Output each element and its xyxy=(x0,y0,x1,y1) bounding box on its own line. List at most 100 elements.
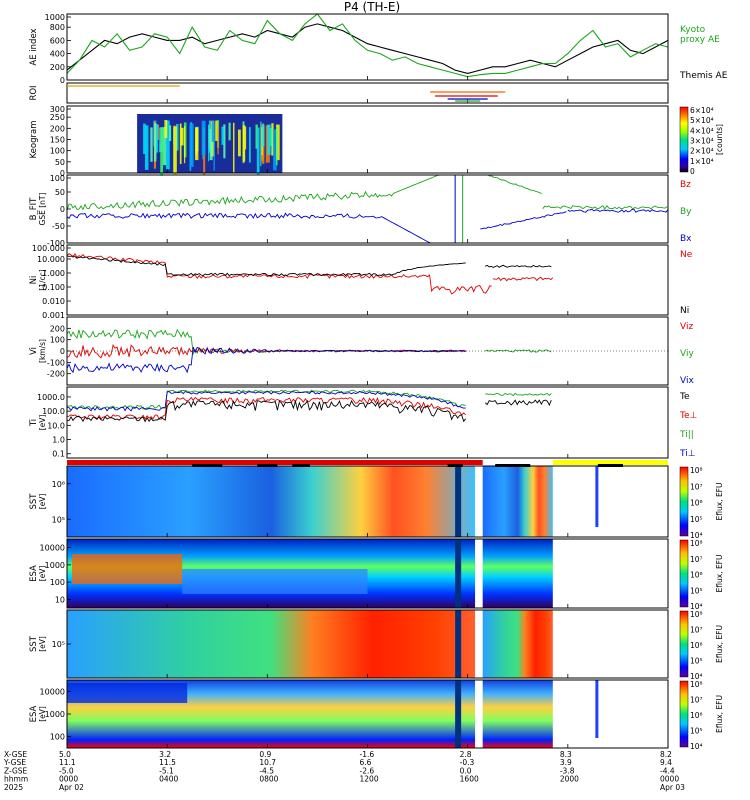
xaxis-tick-value: 0800 xyxy=(259,775,278,784)
keogram-streak xyxy=(270,128,273,147)
xaxis-tick-value: 10.7 xyxy=(259,758,276,767)
keogram-streak xyxy=(156,124,158,153)
xaxis-tick-value: 6.6 xyxy=(360,758,372,767)
colorbar-label: Eflux, EFU xyxy=(715,625,724,663)
colorbar-tick: 10⁷ xyxy=(690,696,703,705)
esa-e-band xyxy=(182,569,368,594)
legend-entry: By xyxy=(680,207,692,217)
xaxis-row-label: Z-GSE xyxy=(4,766,28,775)
keogram-streak xyxy=(237,129,241,157)
series-ae-1 xyxy=(66,13,669,78)
keogram-streak xyxy=(228,122,231,141)
panel-ylabel-ae: AE index xyxy=(29,28,39,65)
keogram-streak xyxy=(260,121,262,167)
keogram-streak xyxy=(221,126,224,145)
keogram-streak xyxy=(201,120,206,156)
xaxis-row-label: Y-GSE xyxy=(3,758,26,767)
ytick-label: 50 xyxy=(55,188,65,197)
colorbar-tick: 10⁵ xyxy=(690,515,703,524)
colorbar-tick: 1×10⁴ xyxy=(690,157,714,166)
legend-entry: Bx xyxy=(680,234,692,244)
ytick-label: 0 xyxy=(60,76,65,85)
xaxis-tick-value: 11.1 xyxy=(59,758,76,767)
esa-i-band xyxy=(67,683,188,703)
xaxis-tick-value: 5.0 xyxy=(59,750,71,759)
legend-entry: Ti⊥ xyxy=(679,449,696,459)
ytick-label: -200 xyxy=(47,370,65,379)
keogram-streak xyxy=(248,127,251,163)
data-gap xyxy=(475,466,483,537)
ytick-label: 10⁶ xyxy=(52,480,65,489)
legend-entry: Bz xyxy=(680,180,691,190)
keogram-streak xyxy=(211,120,214,142)
colorbar-tick: 10⁶ xyxy=(690,711,703,720)
keogram-streak xyxy=(176,124,179,151)
ytick-label: 10.0 xyxy=(47,421,65,430)
ytick-label: 100 xyxy=(50,174,65,183)
ytick-label: 10⁵ xyxy=(52,640,65,649)
esa-e-spectrogram xyxy=(482,539,553,608)
trace-viz xyxy=(66,343,466,359)
keogram-streak xyxy=(144,125,149,170)
ytick-label: 1000 xyxy=(45,561,65,570)
colorbar-tick: 0 xyxy=(690,167,695,176)
mode-bar-burst xyxy=(495,464,531,467)
trace-by2 xyxy=(542,204,668,210)
keogram-streak xyxy=(215,120,218,142)
panel-ylabel-esa_i: ESA xyxy=(29,705,39,722)
panel-ylabel-roi: ROI xyxy=(29,85,39,100)
panel-frame-bfield xyxy=(66,174,669,244)
xaxis-tick-value: -4.4 xyxy=(660,766,675,775)
ytick-label: 1000.0 xyxy=(37,393,65,402)
ytick-label: 800 xyxy=(50,23,65,32)
panel-keogram: Keogram05010015020025030001×10⁴2×10⁴3×10… xyxy=(29,105,724,178)
xaxis-tick-value: Apr 03 xyxy=(660,783,685,792)
xaxis-row-label: hhmm xyxy=(4,775,28,784)
ytick-label: 400 xyxy=(50,50,65,59)
ytick-label: 0 xyxy=(60,347,65,356)
panel-roi: ROI xyxy=(29,82,669,104)
ytick-label: 10⁵ xyxy=(52,515,65,524)
colorbar-tick: 10⁴ xyxy=(690,742,703,751)
keogram-streak xyxy=(160,127,164,177)
colorbar-tick: 10⁵ xyxy=(690,657,703,666)
colorbar-tick: 3×10⁴ xyxy=(690,137,714,146)
colorbar-label: Eflux, EFU xyxy=(715,483,724,521)
sst-i-spectrogram xyxy=(67,610,476,678)
colorbar-label: Eflux, EFU xyxy=(715,555,724,593)
mode-bar xyxy=(67,460,668,467)
panel-velocity: Vi [km/s]-200 -100 0 100 200 Viz Viy Vix xyxy=(29,316,694,386)
data-gap xyxy=(475,610,483,678)
colorbar-tick: 10⁵ xyxy=(690,727,703,736)
keogram-streak xyxy=(267,124,271,155)
xaxis-tick-value: 8.2 xyxy=(660,750,672,759)
xaxis-tick-value: -2.6 xyxy=(360,766,375,775)
mode-bar-burst xyxy=(447,464,463,467)
ytick-label: 50 xyxy=(55,158,65,167)
trace-tiperp xyxy=(66,390,466,412)
panel-units-esa_e: [eV] xyxy=(38,566,47,582)
colorbar-esa_i xyxy=(679,680,689,748)
trace-ni xyxy=(66,255,466,277)
xaxis-row-label: X-GSE xyxy=(4,750,27,759)
colorbar-tick: 4×10⁴ xyxy=(690,126,714,135)
ytick-label: 100 xyxy=(50,336,65,345)
trace-ti-tail xyxy=(485,392,552,397)
colorbar-tick: 10⁷ xyxy=(690,555,703,564)
esa-i-stripe xyxy=(455,680,462,748)
panel-density: Ni [1/cc]0.0010.0100.1001.00010.000100.00… xyxy=(29,244,693,320)
trace-vix xyxy=(66,346,466,374)
ytick-label: 10 xyxy=(55,595,65,604)
trace-teperp xyxy=(66,396,467,421)
ytick-label: 200 xyxy=(50,124,65,133)
colorbar-tick: 6×10⁴ xyxy=(690,106,714,115)
keogram-streak xyxy=(273,129,277,171)
xaxis-tick-value: 0000 xyxy=(660,775,679,784)
keogram-streak xyxy=(154,123,157,162)
ytick-label: 100.0 xyxy=(42,407,65,416)
xaxis-tick-value: -5.1 xyxy=(159,766,174,775)
xaxis-tick-value: 11.5 xyxy=(159,758,176,767)
keogram-streak xyxy=(223,124,226,159)
sst-e-spectrogram xyxy=(482,466,553,537)
